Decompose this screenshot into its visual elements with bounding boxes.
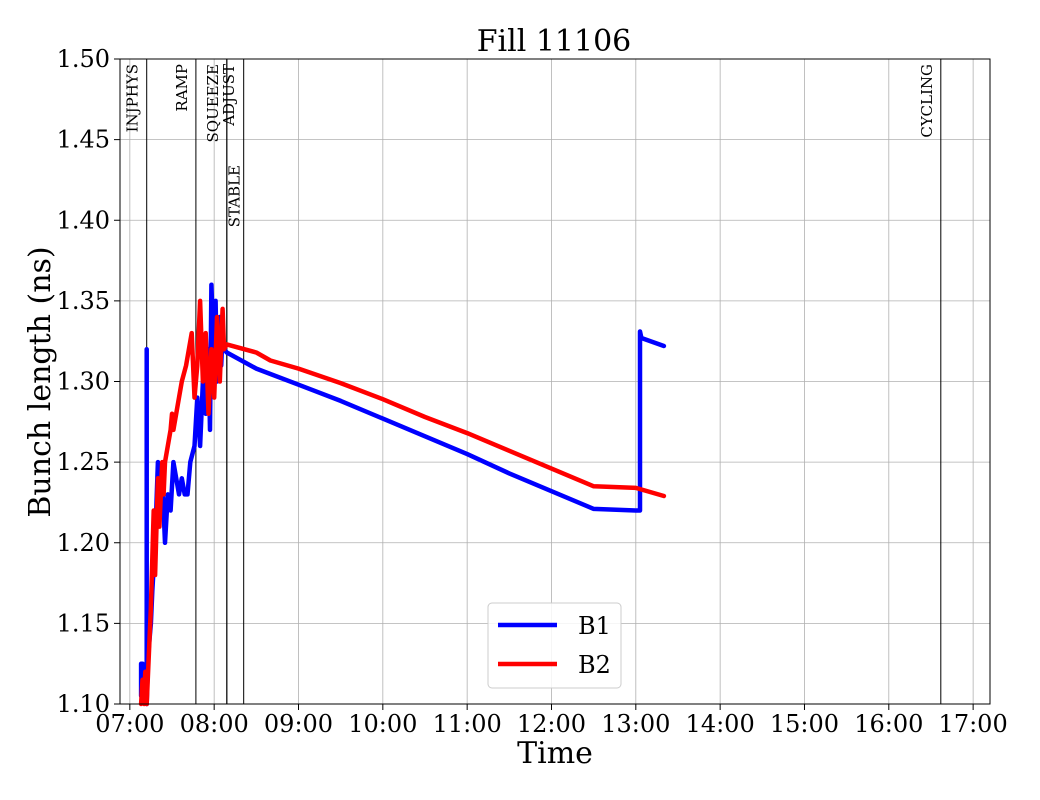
y-tick-label: 1.35 <box>57 287 110 315</box>
x-tick-label: 10:00 <box>348 710 417 738</box>
chart-title: Fill 11106 <box>477 24 632 59</box>
x-tick-label: 08:00 <box>180 710 249 738</box>
x-tick-label: 09:00 <box>264 710 333 738</box>
x-tick-label: 13:00 <box>601 710 670 738</box>
phase-label-injphys: INJPHYS <box>124 64 142 132</box>
phase-label-squeeze: SQUEEZE <box>204 64 222 143</box>
x-axis-ticks: 07:00 08:00 09:00 10:00 11:00 12:00 13:00 14:00… <box>95 704 1008 738</box>
x-tick-label: 16:00 <box>854 710 923 738</box>
phase-label-adjust: ADJUST <box>220 64 238 127</box>
y-axis-title: Bunch length (ns) <box>23 246 58 517</box>
x-tick-label: 07:00 <box>95 710 164 738</box>
legend-label-b1: B1 <box>578 612 611 640</box>
y-tick-label: 1.45 <box>57 126 110 154</box>
x-tick-label: 14:00 <box>686 710 755 738</box>
x-tick-label: 12:00 <box>517 710 586 738</box>
series-line-b2 <box>138 298 667 707</box>
y-tick-label: 1.10 <box>57 690 110 718</box>
y-tick-label: 1.30 <box>57 368 110 396</box>
x-axis-title: Time <box>517 736 593 771</box>
series-lines <box>138 282 667 707</box>
y-tick-label: 1.40 <box>57 206 110 234</box>
y-tick-label: 1.20 <box>57 529 110 557</box>
phase-label-stable: STABLE <box>226 165 244 227</box>
x-tick-label: 17:00 <box>939 710 1008 738</box>
phase-label-cycling: CYCLING <box>918 64 936 138</box>
phase-label-ramp: RAMP <box>173 64 191 112</box>
x-tick-label: 11:00 <box>433 710 502 738</box>
y-axis-ticks: 1.10 1.15 1.20 1.25 1.30 1.35 1.40 1.45 1.50 <box>57 45 120 718</box>
x-tick-label: 15:00 <box>770 710 839 738</box>
y-tick-label: 1.50 <box>57 45 110 73</box>
legend-label-b2: B2 <box>578 651 611 679</box>
y-tick-label: 1.15 <box>57 609 110 637</box>
y-tick-label: 1.25 <box>57 448 110 476</box>
